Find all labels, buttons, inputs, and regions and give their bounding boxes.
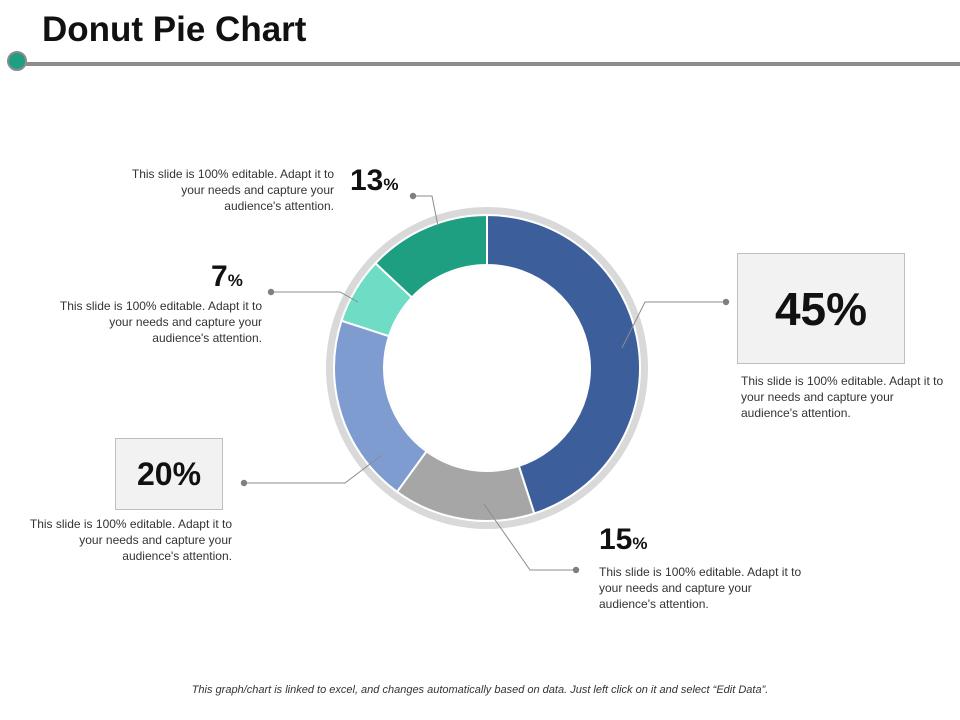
leader-line-13 bbox=[413, 195, 439, 227]
data-label-7: 7% bbox=[211, 260, 243, 293]
description-20: This slide is 100% editable. Adapt it to… bbox=[29, 517, 232, 563]
description-7: This slide is 100% editable. Adapt it to… bbox=[59, 299, 262, 345]
description-45: This slide is 100% editable. Adapt it to… bbox=[741, 374, 944, 420]
title-divider bbox=[18, 62, 960, 66]
leader-line-7 bbox=[271, 291, 359, 303]
description-15: This slide is 100% editable. Adapt it to… bbox=[599, 565, 802, 611]
data-label-13: 13% bbox=[350, 164, 399, 197]
donut-slice-13 bbox=[374, 213, 488, 299]
title-bullet-dot bbox=[7, 51, 27, 71]
leader-dot-13 bbox=[409, 192, 417, 200]
leader-line-15 bbox=[483, 503, 576, 571]
leader-line-20 bbox=[244, 454, 383, 484]
data-label-20-box: 20% bbox=[115, 438, 223, 510]
description-13: This slide is 100% editable. Adapt it to… bbox=[131, 167, 334, 213]
data-label-45-box: 45% bbox=[737, 253, 905, 364]
leader-dot-15 bbox=[572, 566, 580, 574]
data-label-15: 15% bbox=[599, 523, 648, 556]
leader-dot-20 bbox=[240, 479, 248, 487]
leader-dot-45 bbox=[722, 298, 730, 306]
leader-dot-7 bbox=[267, 288, 275, 296]
leader-line-45 bbox=[621, 301, 726, 349]
page-title: Donut Pie Chart bbox=[42, 10, 307, 49]
donut-slice-45 bbox=[486, 213, 641, 515]
donut-hole bbox=[385, 266, 589, 470]
footer-note: This graph/chart is linked to excel, and… bbox=[191, 684, 769, 696]
